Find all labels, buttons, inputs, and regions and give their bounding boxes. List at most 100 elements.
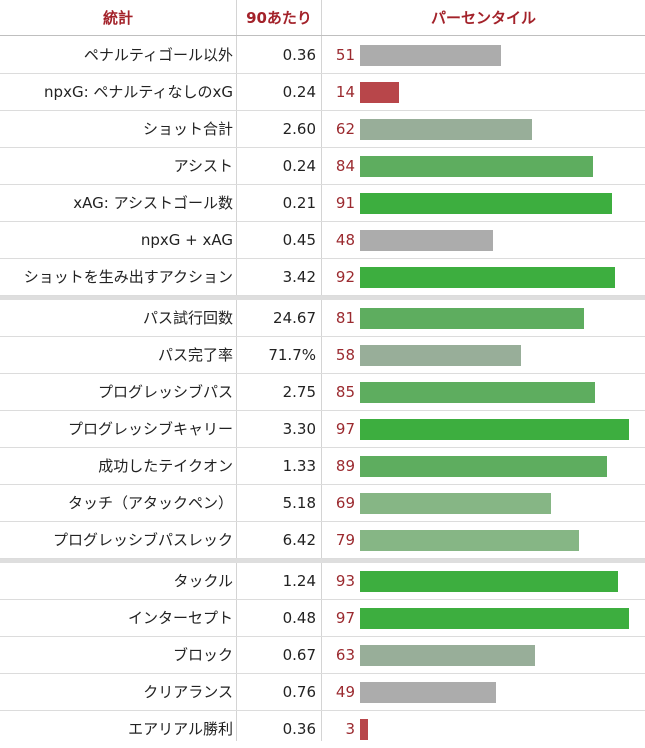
table-row: npxG: ペナルティなしのxG 0.24 14 <box>0 74 645 111</box>
per90-value: 0.21 <box>282 194 316 212</box>
percentile-value: 14 <box>335 83 355 101</box>
percentile-value: 79 <box>335 531 355 549</box>
stat-label: プログレッシブパス <box>97 383 233 401</box>
table-header: 統計 90あたり パーセンタイル <box>0 0 645 36</box>
table-row: インターセプト 0.48 97 <box>0 600 645 637</box>
percentile-value: 51 <box>335 46 355 64</box>
table-row: プログレッシブパスレック 6.42 79 <box>0 522 645 559</box>
per90-value: 71.7% <box>268 346 316 364</box>
percentile-value: 58 <box>335 346 355 364</box>
percentile-value: 92 <box>335 268 355 286</box>
percentile-bar <box>360 571 618 592</box>
percentile-value: 3 <box>345 720 355 738</box>
table-row: ショット合計 2.60 62 <box>0 111 645 148</box>
table-row: クリアランス 0.76 49 <box>0 674 645 711</box>
stat-label: インターセプト <box>127 609 233 627</box>
per90-value: 0.24 <box>282 157 316 175</box>
stat-label: プログレッシブキャリー <box>67 420 233 438</box>
stat-label: npxG: ペナルティなしのxG <box>44 83 233 101</box>
stat-label: ショットを生み出すアクション <box>23 268 233 286</box>
percentile-bar <box>360 456 607 477</box>
percentile-bar <box>360 345 521 366</box>
stat-label: プログレッシブパスレック <box>52 531 233 549</box>
per90-value: 3.30 <box>282 420 316 438</box>
percentile-value: 89 <box>335 457 355 475</box>
table-row: パス完了率 71.7% 58 <box>0 337 645 374</box>
per90-value: 1.33 <box>282 457 316 475</box>
per90-value: 1.24 <box>282 572 316 590</box>
stat-label: タッチ（アタックペン） <box>67 494 233 512</box>
percentile-bar <box>360 608 629 629</box>
per90-value: 0.36 <box>282 720 316 738</box>
header-stat: 統計 <box>102 9 133 27</box>
stat-label: タックル <box>173 572 233 590</box>
percentile-bar <box>360 119 532 140</box>
column-divider <box>236 0 237 741</box>
table-row: npxG + xAG 0.45 48 <box>0 222 645 259</box>
percentile-value: 91 <box>335 194 355 212</box>
percentile-value: 48 <box>335 231 355 249</box>
table-row: ブロック 0.67 63 <box>0 637 645 674</box>
stat-label: パス試行回数 <box>142 309 233 327</box>
per90-value: 5.18 <box>282 494 316 512</box>
stat-label: ショット合計 <box>142 120 233 138</box>
per90-value: 0.48 <box>282 609 316 627</box>
stat-label: アシスト <box>173 157 233 175</box>
table-row: ペナルティゴール以外 0.36 51 <box>0 37 645 74</box>
percentile-value: 62 <box>335 120 355 138</box>
table-row: プログレッシブパス 2.75 85 <box>0 374 645 411</box>
percentile-value: 69 <box>335 494 355 512</box>
section-separator <box>0 559 645 563</box>
stat-label: パス完了率 <box>157 346 233 364</box>
per90-value: 24.67 <box>273 309 316 327</box>
percentile-value: 63 <box>335 646 355 664</box>
percentile-bar <box>360 308 584 329</box>
stat-label: ペナルティゴール以外 <box>83 46 233 64</box>
per90-value: 0.45 <box>282 231 316 249</box>
percentile-bar <box>360 530 579 551</box>
percentile-bar <box>360 493 551 514</box>
section-separator <box>0 296 645 300</box>
table-row: タッチ（アタックペン） 5.18 69 <box>0 485 645 522</box>
per90-value: 0.36 <box>282 46 316 64</box>
table-row: プログレッシブキャリー 3.30 97 <box>0 411 645 448</box>
percentile-value: 81 <box>335 309 355 327</box>
stat-label: 成功したテイクオン <box>98 457 233 475</box>
percentile-bar <box>360 682 496 703</box>
percentile-bar <box>360 382 595 403</box>
header-per90: 90あたり <box>246 9 312 27</box>
table-row: 成功したテイクオン 1.33 89 <box>0 448 645 485</box>
table-row: パス試行回数 24.67 81 <box>0 300 645 337</box>
per90-value: 6.42 <box>282 531 316 549</box>
per90-value: 2.75 <box>282 383 316 401</box>
percentile-value: 85 <box>335 383 355 401</box>
per90-value: 0.67 <box>282 646 316 664</box>
table-row: エアリアル勝利 0.36 3 <box>0 711 645 748</box>
percentile-bar <box>360 719 368 740</box>
percentile-value: 93 <box>335 572 355 590</box>
percentile-value: 97 <box>335 420 355 438</box>
column-divider <box>321 0 322 741</box>
header-percentile: パーセンタイル <box>430 9 536 27</box>
percentile-bar <box>360 645 535 666</box>
table-row: ショットを生み出すアクション 3.42 92 <box>0 259 645 296</box>
per90-value: 0.76 <box>282 683 316 701</box>
percentile-value: 97 <box>335 609 355 627</box>
stat-label: npxG + xAG <box>140 231 233 249</box>
percentile-bar <box>360 267 615 288</box>
percentile-bar <box>360 419 629 440</box>
stat-label: エアリアル勝利 <box>128 720 233 738</box>
percentile-bar <box>360 230 493 251</box>
stat-label: ブロック <box>172 646 233 664</box>
stat-label: xAG: アシストゴール数 <box>73 194 233 212</box>
per90-value: 0.24 <box>282 83 316 101</box>
table-row: xAG: アシストゴール数 0.21 91 <box>0 185 645 222</box>
percentile-value: 84 <box>335 157 355 175</box>
percentile-bar <box>360 45 501 66</box>
percentile-bar <box>360 193 612 214</box>
table-row: アシスト 0.24 84 <box>0 148 645 185</box>
percentile-bar <box>360 82 399 103</box>
percentile-value: 49 <box>335 683 355 701</box>
per90-value: 2.60 <box>282 120 316 138</box>
